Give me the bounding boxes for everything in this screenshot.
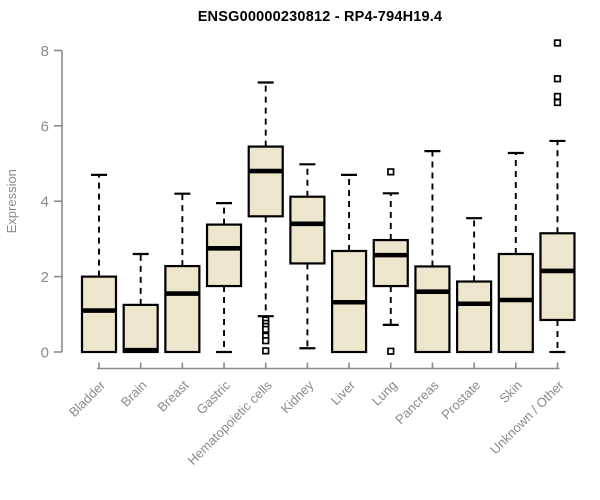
outlier-point (553, 75, 562, 83)
x-tick-label: Prostate (438, 378, 483, 423)
x-tick-label: Pancreas (392, 377, 442, 427)
outlier-point (262, 325, 270, 334)
box-pancreas (414, 265, 451, 354)
y-tick-label: 2 (41, 269, 49, 286)
box-skin (497, 252, 534, 354)
chart-title: ENSG00000230812 - RP4-794H19.4 (197, 9, 443, 25)
x-tick-label: Breast (154, 377, 191, 414)
outlier-point (262, 347, 270, 355)
outlier-point (553, 98, 562, 107)
y-tick-label: 6 (41, 118, 49, 135)
x-tick-label: Skin (496, 378, 524, 406)
x-tick-label: Lung (369, 378, 400, 409)
y-tick-label: 0 (41, 345, 49, 362)
box-breast (164, 264, 201, 354)
box-kidney (289, 195, 326, 265)
outlier-point (387, 168, 395, 176)
outlier-point (553, 92, 562, 101)
box-lung (372, 238, 409, 288)
outlier-point (553, 39, 562, 47)
y-tick-label: 8 (41, 43, 49, 60)
y-tick-label: 4 (41, 194, 49, 211)
x-tick-label: Bladder (66, 377, 109, 420)
x-tick-label: Brain (118, 378, 150, 410)
box-brain (122, 303, 159, 354)
x-tick-label: Unknown / Other (487, 377, 567, 457)
box-unknown-other (539, 232, 576, 322)
box-prostate (456, 280, 493, 354)
box-bladder (80, 275, 118, 354)
box-hematopoietic-cells (247, 145, 284, 218)
x-tick-label: Gastric (193, 377, 233, 417)
outlier-point (262, 337, 270, 345)
y-axis-title: Expression (4, 169, 19, 233)
x-tick-label: Kidney (278, 377, 317, 416)
box-gastric (205, 223, 243, 288)
x-tick-label: Liver (328, 377, 359, 408)
outlier-point (387, 347, 395, 355)
